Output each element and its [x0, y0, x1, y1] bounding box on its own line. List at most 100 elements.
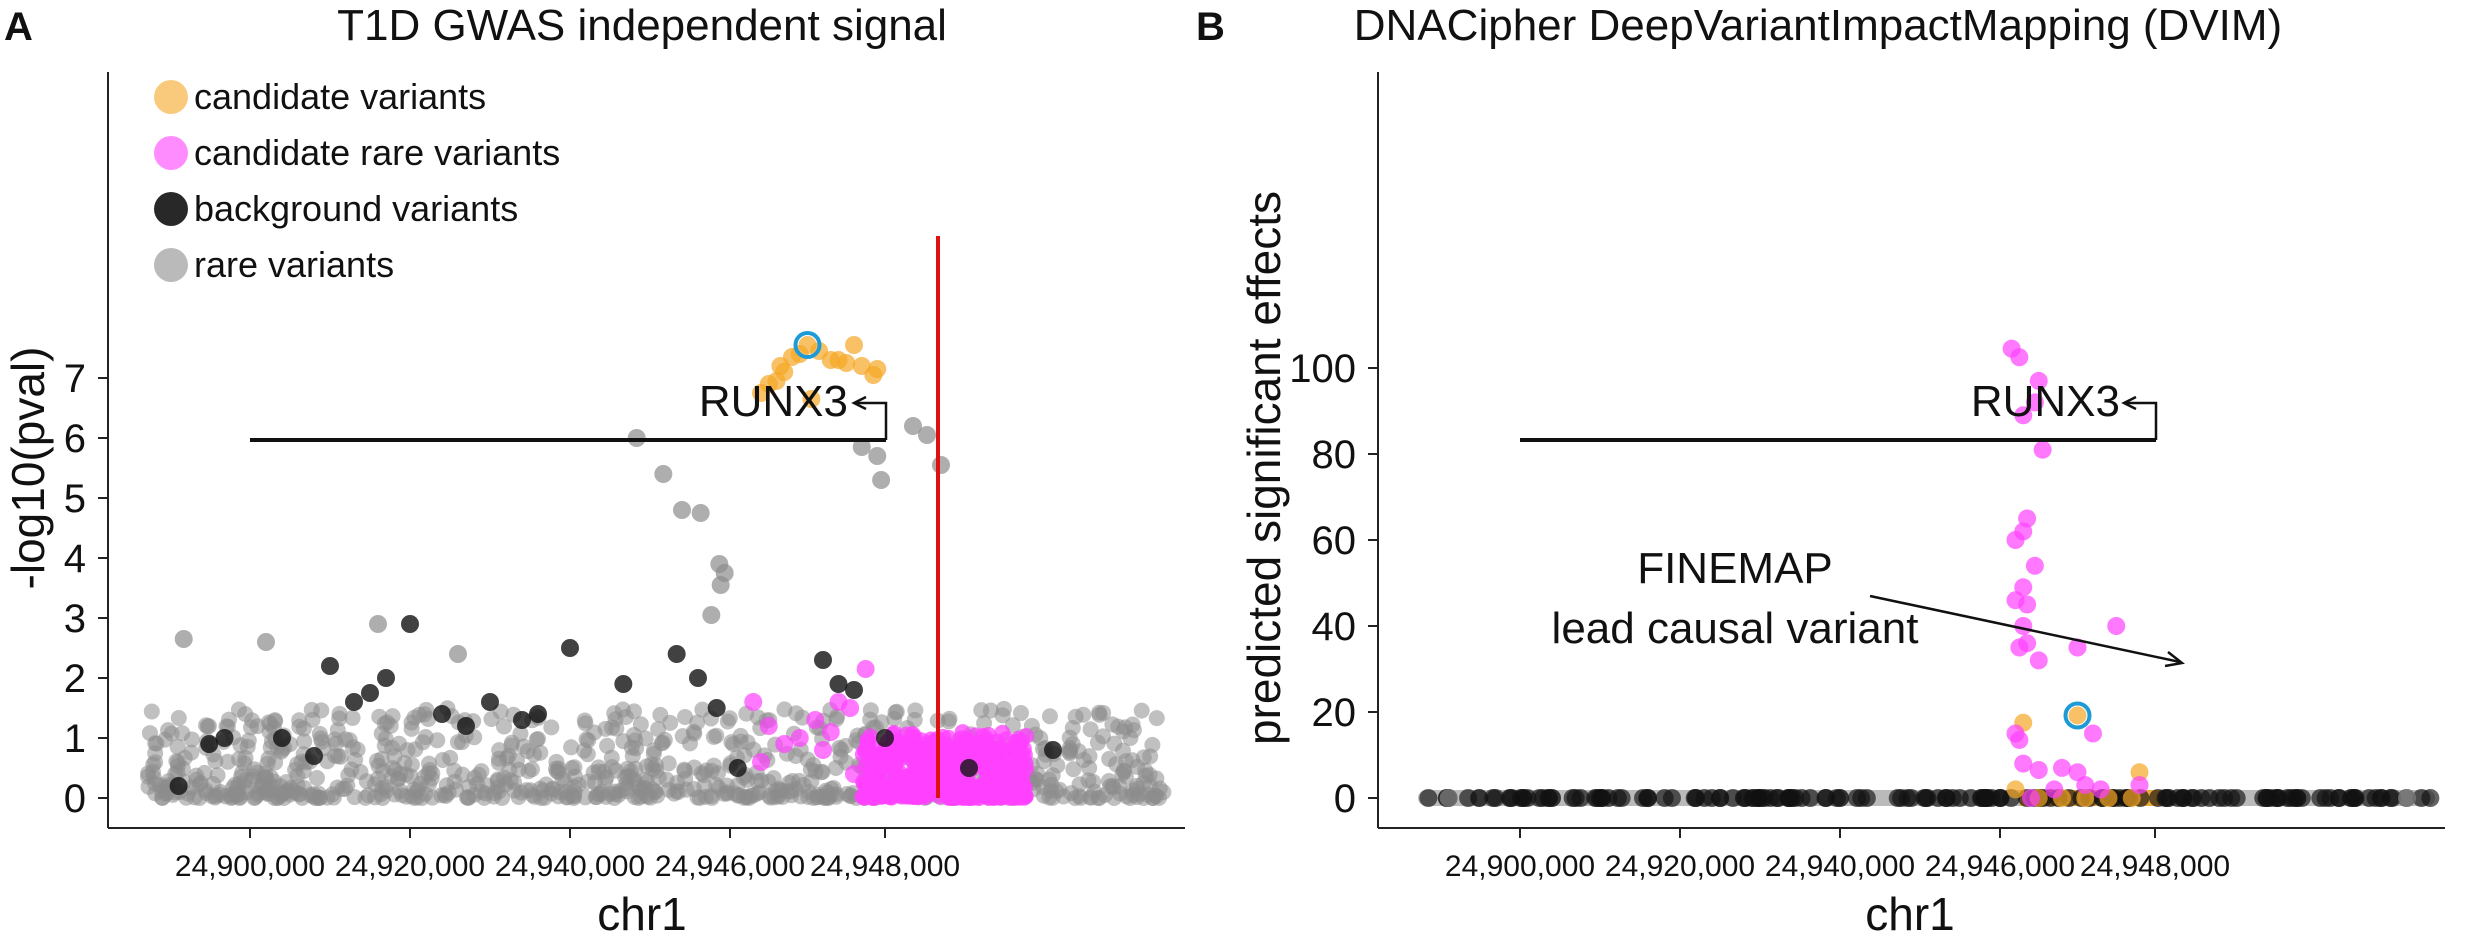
x-tick-label: 24,946,000: [1925, 850, 2075, 883]
rare-variant-point: [147, 754, 164, 771]
background-variant-point: [1847, 789, 1866, 807]
rare-variant-point: [827, 759, 844, 776]
candidate-rare-point: [1011, 789, 1028, 806]
rare-variant-point: [615, 733, 632, 750]
rare-variant-point: [423, 770, 440, 787]
rare-variant-point: [1144, 736, 1161, 753]
rare-variant-point: [311, 789, 328, 806]
rare-variant-point: [1137, 762, 1154, 779]
background-variant-point: [1419, 789, 1438, 807]
rare-variant-point: [626, 703, 643, 720]
rare-variant-point: [770, 780, 787, 797]
legend-swatch: [154, 80, 188, 114]
candidate-rare-variants-point: [775, 735, 794, 753]
y-tick-label: 3: [64, 597, 86, 641]
rare-variant-point: [1091, 704, 1108, 721]
rare-variant-point: [1115, 723, 1132, 740]
rare-variant-point: [1148, 710, 1165, 727]
rare-variant-point: [1044, 789, 1061, 806]
background-variants-point: [1937, 789, 1956, 807]
rare-variant-point: [260, 714, 277, 731]
rare-variant-point: [291, 712, 308, 729]
rare-variant-point: [1095, 728, 1112, 745]
rare-variant-point: [1012, 705, 1029, 722]
background-variants-point: [1639, 789, 1657, 807]
candidate-rare-variants-point: [856, 660, 875, 678]
candidate-rare-variants-point: [2006, 531, 2025, 549]
candidate-rare-variants-point: [759, 717, 778, 735]
background-variants-point: [345, 693, 363, 711]
x-tick-label: 24,900,000: [175, 850, 325, 883]
x-tick-label: 24,920,000: [335, 850, 485, 883]
rare-variant-point: [209, 767, 226, 784]
rare-variant-point: [231, 750, 248, 767]
candidate-rare-point: [859, 737, 876, 754]
rare-variant-point: [386, 748, 403, 765]
candidate-rare-variants-point: [2107, 617, 2126, 635]
candidate-rare-point: [876, 783, 893, 800]
rare-variant-point: [418, 701, 435, 718]
rare-variants-point: [174, 630, 193, 648]
background-variant-point: [2200, 789, 2219, 807]
candidate-rare-variants-point: [845, 765, 863, 783]
lead-variant-ring-a: [793, 331, 822, 359]
rare-variant-point: [1082, 721, 1099, 738]
candidate-rare-point: [870, 760, 887, 777]
rare-variant-point: [532, 780, 549, 797]
background-variants-point: [845, 681, 863, 699]
candidate-variants-point: [829, 351, 848, 369]
candidate-rare-variants-point: [841, 699, 860, 717]
background-variants-point: [481, 693, 499, 711]
rare-variant-point: [705, 728, 722, 745]
rare-variant-point: [410, 781, 427, 798]
background-variant-point: [1662, 789, 1681, 807]
rare-variant-point: [191, 789, 208, 806]
rare-variant-point: [776, 701, 793, 718]
background-variants-point: [513, 711, 531, 729]
rare-variant-point: [703, 787, 720, 804]
rare-variant-point: [267, 754, 284, 771]
panel-b-annotations: RUNX3 FINEMAP lead causal variant: [1520, 377, 2185, 668]
rare-variant-point: [324, 786, 341, 803]
rare-variant-point: [377, 730, 394, 747]
candidate-rare-variants-point: [2029, 651, 2048, 670]
panel-a-annotations: RUNX3: [250, 236, 940, 798]
rare-variants-point: [654, 465, 673, 483]
rare-variants-point: [918, 426, 936, 444]
rare-variant-point: [399, 742, 416, 759]
rare-variants-point: [711, 576, 730, 594]
rare-variant-point: [1128, 777, 1145, 794]
rare-variant-point: [296, 780, 313, 797]
candidate-rare-point: [984, 750, 1001, 767]
background-variants-point: [1543, 789, 1561, 807]
rare-variant-point: [994, 707, 1011, 724]
background-variants-point: [1991, 789, 2009, 807]
candidate-rare-variants-point: [2045, 780, 2064, 799]
candidate-rare-point: [1010, 730, 1027, 747]
candidate-variants-point: [2068, 706, 2087, 725]
rare-variant-point: [417, 729, 434, 746]
y-tick-label: 6: [64, 417, 86, 461]
rare-variant-point: [1082, 789, 1099, 806]
rare-variants-point: [702, 606, 721, 624]
candidate-rare-variants-point: [2010, 730, 2029, 749]
rare-variant-point: [751, 784, 768, 801]
runx3-arrowhead-a: [851, 395, 867, 411]
rare-variant-point: [558, 789, 575, 806]
lead-variant-ring-b: [2063, 701, 2092, 730]
candidate-rare-variants-point: [2022, 789, 2040, 807]
rare-variants-point: [369, 615, 387, 633]
rare-variant-point: [510, 761, 527, 778]
y-tick-label: 5: [64, 477, 86, 521]
rare-variant-point: [619, 768, 636, 785]
candidate-rare-point: [979, 772, 996, 789]
rare-variant-point: [676, 762, 693, 779]
background-variants-point: [1831, 789, 1849, 807]
rare-variant-point: [1081, 759, 1098, 776]
panel-b-letter: B: [1196, 5, 1225, 49]
background-variants-point: [273, 729, 291, 747]
rare-variant-point: [230, 786, 247, 803]
y-tick-label: 0: [64, 777, 86, 821]
x-tick-label: 24,948,000: [810, 850, 960, 883]
